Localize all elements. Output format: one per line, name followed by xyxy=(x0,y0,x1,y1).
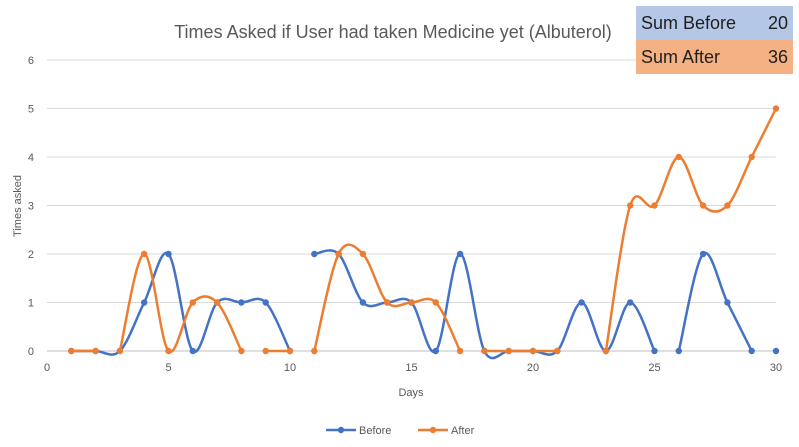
y-tick-label: 5 xyxy=(28,104,34,116)
y-tick-label: 1 xyxy=(28,298,34,310)
legend-label-after: After xyxy=(451,425,475,437)
legend-marker-before xyxy=(337,426,345,434)
data-point-after xyxy=(359,250,367,258)
data-point-before xyxy=(675,347,682,355)
sum-before-value: 20 xyxy=(767,12,788,33)
data-point-after xyxy=(699,202,707,209)
sum-before-box: Sum Before 20 xyxy=(636,6,793,40)
legend: Before After xyxy=(326,425,475,437)
data-point-after xyxy=(116,347,124,355)
sum-after-value: 36 xyxy=(767,46,788,67)
data-point-after xyxy=(627,202,634,209)
series-after xyxy=(68,105,780,355)
series-line-before xyxy=(70,251,292,356)
series-line-before xyxy=(677,251,753,353)
data-point-after xyxy=(432,299,439,306)
x-tick-label: 30 xyxy=(770,362,782,374)
data-point-after xyxy=(602,347,610,355)
y-axis-ticks: 0 1 2 3 4 5 6 xyxy=(28,55,34,358)
y-tick-label: 6 xyxy=(28,55,34,67)
gridlines xyxy=(47,59,776,352)
sum-before-label: Sum Before xyxy=(641,12,737,33)
y-tick-label: 4 xyxy=(28,152,34,164)
data-point-after xyxy=(554,347,561,355)
data-point-before xyxy=(748,347,755,355)
sum-after-box: Sum After 36 xyxy=(636,40,793,74)
data-point-after xyxy=(675,153,682,161)
chart-title: Times Asked if User had taken Medicine y… xyxy=(174,22,612,42)
data-point-before xyxy=(627,299,634,306)
data-point-before xyxy=(578,299,585,306)
data-point-after xyxy=(651,202,658,209)
data-point-before xyxy=(262,299,269,306)
data-point-after xyxy=(286,347,294,355)
data-point-after xyxy=(529,347,537,355)
data-point-after xyxy=(68,347,75,355)
sum-after-label: Sum After xyxy=(641,46,721,67)
series-group xyxy=(68,105,780,360)
data-point-after xyxy=(772,105,780,112)
data-point-before xyxy=(359,299,367,306)
x-tick-label: 0 xyxy=(44,362,50,374)
data-point-after xyxy=(481,347,488,355)
series-line-after xyxy=(604,107,778,353)
data-point-after xyxy=(189,299,196,306)
data-point-before xyxy=(165,250,172,258)
legend-marker-after xyxy=(429,426,437,434)
data-point-after xyxy=(92,347,99,355)
x-axis-ticks: 0 5 10 15 20 25 30 xyxy=(44,362,782,374)
data-point-after xyxy=(141,250,148,258)
data-point-after xyxy=(408,299,415,306)
data-point-before xyxy=(432,347,439,355)
x-tick-label: 5 xyxy=(165,362,171,374)
data-point-before xyxy=(238,299,245,306)
series-before xyxy=(68,249,780,360)
data-point-before xyxy=(699,250,707,258)
data-point-after xyxy=(213,299,221,306)
x-tick-label: 10 xyxy=(284,362,296,374)
data-point-before xyxy=(141,299,148,306)
y-tick-label: 0 xyxy=(28,346,34,358)
data-point-after xyxy=(311,347,318,355)
data-point-before xyxy=(189,347,196,355)
data-point-after xyxy=(724,202,731,209)
series-line-before xyxy=(313,249,656,360)
data-point-after xyxy=(335,250,342,258)
data-point-before xyxy=(651,347,658,355)
data-point-before xyxy=(724,299,731,306)
legend-label-before: Before xyxy=(359,425,391,437)
data-point-after xyxy=(165,347,172,355)
y-tick-label: 3 xyxy=(28,201,34,213)
x-axis-label: Days xyxy=(398,387,424,399)
data-point-after xyxy=(262,347,269,355)
x-tick-label: 25 xyxy=(648,362,660,374)
data-point-before xyxy=(456,250,464,258)
data-point-after xyxy=(456,347,464,355)
data-point-after xyxy=(748,153,755,161)
y-tick-label: 2 xyxy=(28,249,34,261)
data-point-after xyxy=(238,347,245,355)
x-tick-label: 20 xyxy=(527,362,539,374)
series-line-after xyxy=(313,243,462,353)
y-axis-label: Times asked xyxy=(12,175,24,237)
data-point-after xyxy=(505,347,512,355)
x-tick-label: 15 xyxy=(405,362,417,374)
data-point-before xyxy=(772,347,780,355)
data-point-after xyxy=(384,299,391,306)
data-point-before xyxy=(311,250,318,258)
